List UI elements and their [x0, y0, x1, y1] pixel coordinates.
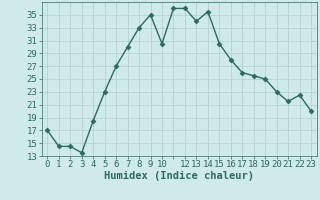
X-axis label: Humidex (Indice chaleur): Humidex (Indice chaleur)	[104, 171, 254, 181]
